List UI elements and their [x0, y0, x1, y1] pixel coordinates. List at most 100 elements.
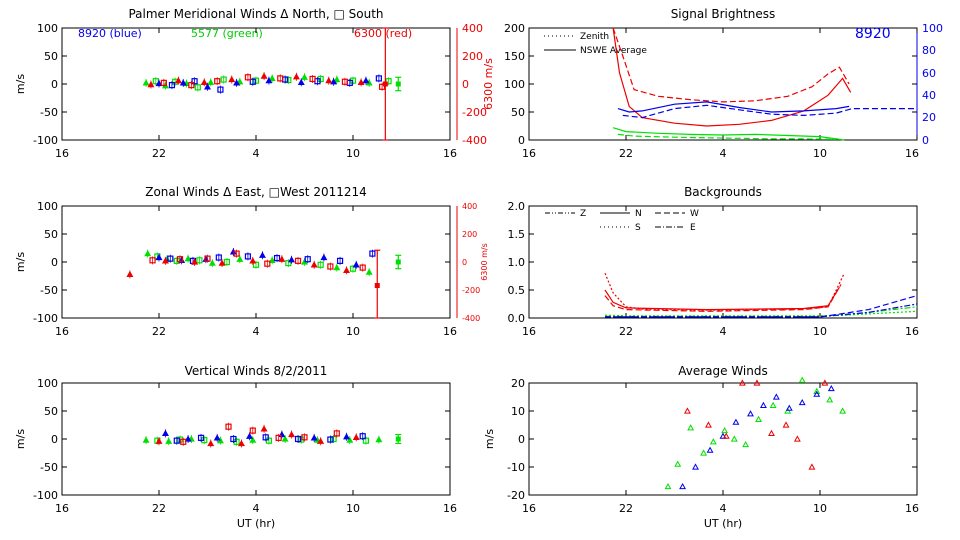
ytick-label: -100: [33, 312, 58, 325]
average-tick-marks: [528, 382, 918, 496]
zonal-ylabel: m/s: [14, 252, 27, 272]
xtick-label: 10: [346, 325, 360, 338]
data-point: [719, 432, 727, 439]
xtick-label: 22: [152, 502, 166, 515]
series-line: [605, 303, 918, 318]
xtick-label: 16: [55, 325, 69, 338]
series-line: [604, 284, 842, 312]
ytick-label: -50: [40, 106, 58, 119]
xtick-label: 16: [522, 325, 536, 338]
vertical-ylabel: m/s: [14, 429, 27, 449]
right-tick-label: 400: [462, 202, 477, 211]
data-point: [798, 398, 806, 406]
xtick-label: 10: [813, 325, 827, 338]
data-point: [821, 379, 829, 386]
ytick-label: 0.5: [508, 284, 526, 297]
vertical-series-2: [155, 422, 360, 448]
xtick-label: 16: [443, 147, 457, 160]
data-point: [738, 379, 746, 386]
meridional-panel: Palmer Meridional Winds Δ North, □ South…: [14, 7, 495, 160]
backgrounds-series-2: [604, 284, 842, 312]
data-point: [826, 396, 834, 403]
meridional-series-4: [395, 76, 402, 92]
backgrounds-series-6: [605, 303, 918, 318]
zonal-panel: Zonal Winds Δ East, □West 2011214 m/s 10…: [14, 185, 489, 338]
zonal-tick-marks: [61, 205, 451, 319]
zonal-series-4: [395, 254, 402, 270]
ytick-label: -10: [507, 461, 525, 474]
legend-s-label: S: [635, 223, 641, 233]
ytick-label: 1.5: [508, 228, 526, 241]
right-tick-label: 80: [922, 44, 936, 57]
ytick-label: 0: [51, 256, 58, 269]
ytick-label: 50: [44, 405, 58, 418]
data-point: [808, 463, 816, 470]
legend-green: 5577 (green): [191, 27, 263, 40]
data-point: [722, 432, 730, 439]
data-point: [769, 401, 777, 408]
data-point: [755, 415, 763, 422]
meridional-marks: [61, 27, 451, 141]
brightness-station-label: 8920: [855, 26, 891, 42]
xtick-label: 16: [443, 502, 457, 515]
series-line: [604, 272, 845, 311]
legend-zenith-label: Zenith: [580, 32, 609, 42]
ytick-label: -100: [33, 489, 58, 502]
right-axis-label: 6300 m/s: [482, 58, 495, 110]
legend-z-label: Z: [580, 209, 586, 219]
vertical-panel: Vertical Winds 8/2/2011 m/s 100 50 0 -50…: [14, 364, 457, 530]
data-point: [692, 463, 699, 470]
vertical-series-3: [395, 433, 402, 445]
xtick-label: 16: [55, 147, 69, 160]
ytick-label: 20: [511, 377, 525, 390]
ytick-label: -50: [40, 461, 58, 474]
meridional-series-0: [142, 73, 392, 92]
xtick-label: 16: [443, 325, 457, 338]
meridional-ylabel: m/s: [14, 74, 27, 94]
xtick-label: 22: [619, 502, 633, 515]
ytick-label: 100: [37, 377, 58, 390]
data-point: [772, 393, 780, 400]
data-point: [395, 259, 401, 265]
xtick-label: 4: [720, 147, 727, 160]
brightness-series-5: [622, 104, 917, 119]
xtick-label: 16: [905, 325, 919, 338]
brightness-series-2: [612, 127, 845, 141]
data-point: [793, 435, 801, 442]
data-point: [705, 421, 712, 428]
series-line: [612, 27, 850, 103]
series-line: [617, 133, 837, 140]
xtick-label: 10: [346, 502, 360, 515]
right-tick-label: 20: [922, 111, 936, 124]
brightness-series-0: [612, 27, 850, 103]
ytick-label: 1.0: [508, 256, 526, 269]
data-point: [798, 376, 806, 383]
xtick-label: 16: [905, 147, 919, 160]
average-marks: [528, 376, 918, 496]
data-point: [747, 410, 754, 417]
zonal-yticks: 100 50 0 -50 -100: [33, 200, 58, 325]
data-point: [759, 401, 767, 408]
right-tick-label: -200: [462, 286, 480, 295]
right-tick-label: -400: [462, 134, 487, 147]
zonal-title: Zonal Winds Δ East, □West 2011214: [145, 185, 367, 199]
average-title: Average Winds: [678, 364, 768, 378]
data-point: [706, 446, 714, 453]
average-xticks: 16 22 4 10 16: [522, 502, 919, 515]
legend-red: 6300 (red): [354, 27, 412, 40]
data-point: [674, 460, 682, 467]
legend-n-label: N: [635, 209, 642, 219]
vertical-title: Vertical Winds 8/2/2011: [185, 364, 328, 378]
right-tick-label: 60: [922, 67, 936, 80]
series-line: [612, 127, 845, 141]
right-tick-label: 200: [462, 230, 477, 239]
data-point: [679, 482, 687, 490]
xtick-label: 4: [253, 502, 260, 515]
data-point: [753, 379, 761, 386]
backgrounds-series-0: [604, 272, 845, 311]
data-point: [709, 438, 717, 445]
legend-w-label: W: [690, 209, 699, 219]
brightness-marks: [528, 27, 918, 141]
average-ylabel: m/s: [483, 429, 496, 449]
data-point: [785, 404, 793, 411]
